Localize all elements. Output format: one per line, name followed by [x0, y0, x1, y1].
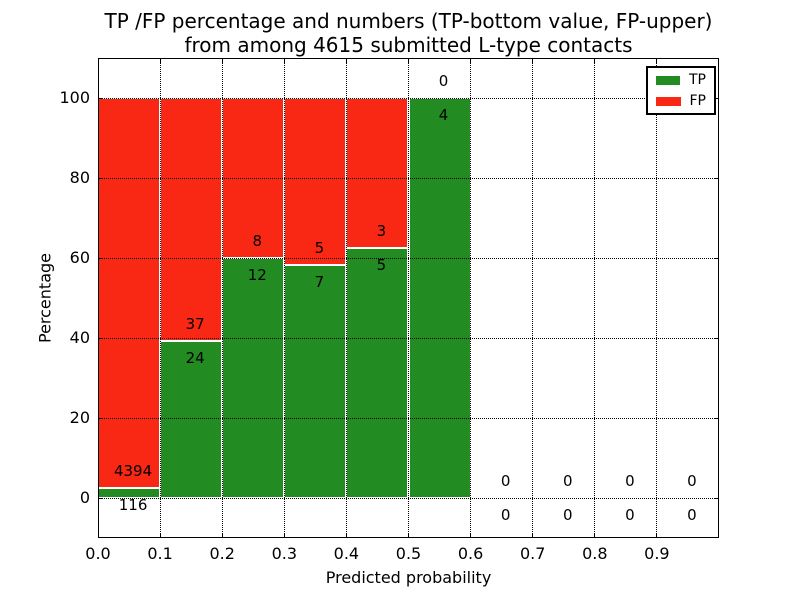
fp-count-label: 5	[314, 238, 325, 257]
x-tick-label: 0.3	[271, 544, 298, 563]
x-tickmark-top	[656, 58, 658, 63]
fp-count-label: 4394	[113, 461, 153, 480]
y-tickmark-left	[98, 337, 103, 339]
y-tick-label: 80	[69, 168, 90, 187]
y-tickmark-left	[98, 257, 103, 259]
x-axis-label: Predicted probability	[325, 568, 492, 587]
chart-title-line2: from among 4615 submitted L-type contact…	[184, 33, 633, 57]
tp-legend-swatch	[656, 75, 680, 85]
x-tickmark-top	[470, 58, 472, 63]
x-tickmark-bottom	[283, 533, 285, 538]
x-tick-label: 0.4	[333, 544, 360, 563]
legend-item-label: TP	[689, 72, 706, 88]
tp-count-label: 0	[500, 506, 511, 524]
y-tickmark-left	[98, 177, 103, 179]
tp-count-label: 0	[687, 506, 697, 524]
bar-tp-segment	[284, 264, 347, 498]
x-tickmark-bottom	[470, 533, 472, 538]
bar-tp-segment	[222, 258, 285, 498]
legend-item-label: FP	[689, 93, 707, 109]
tp-count-label: 5	[376, 256, 387, 274]
bar-fp-segment	[346, 98, 409, 248]
bar-tp-segment	[408, 98, 471, 498]
chart-title: TP /FP percentage and numbers (TP-bottom…	[98, 9, 719, 57]
tp-count-label: 7	[314, 272, 325, 291]
bar-fp-segment	[160, 98, 223, 341]
chart-title-line1: TP /FP percentage and numbers (TP-bottom…	[104, 9, 713, 33]
plot-area: TP FP 4394 116 37 24 8 12 5 7 3 5 0 4 0 0 0 0 0 0 0 0	[97, 58, 719, 538]
fp-count-label: 3	[376, 222, 387, 240]
y-tick-label: 40	[69, 328, 90, 347]
y-tickmark-right	[714, 257, 719, 259]
x-tickmark-top	[97, 58, 99, 63]
tp-count-label: 12	[247, 266, 267, 284]
x-tick-label: 0.1	[147, 544, 173, 563]
y-tick-label: 20	[69, 408, 90, 427]
bar-fp-segment	[98, 98, 161, 488]
x-tick-label: 0.5	[395, 544, 422, 563]
x-tick-label: 0.9	[644, 544, 670, 563]
y-tick-label: 60	[69, 248, 90, 267]
x-tickmark-top	[159, 58, 161, 63]
x-tickmark-bottom	[656, 533, 658, 538]
x-tickmark-top	[283, 58, 285, 63]
x-tickmark-bottom	[532, 533, 534, 538]
fp-count-label: 0	[562, 472, 573, 490]
y-tickmark-right	[714, 337, 719, 339]
x-tickmark-bottom	[97, 533, 99, 538]
x-tickmark-bottom	[345, 533, 347, 538]
x-tickmark-bottom	[221, 533, 223, 538]
tp-count-label: 0	[562, 506, 573, 524]
x-tick-label: 0.0	[85, 544, 111, 563]
y-tickmark-left	[98, 417, 103, 419]
bar-tp-segment	[160, 340, 223, 498]
fp-count-label: 37	[185, 314, 205, 333]
x-tick-label: 0.6	[457, 544, 484, 563]
y-tickmark-right	[714, 177, 719, 179]
vertical-gridline	[532, 58, 534, 538]
vertical-gridline	[594, 58, 596, 538]
fp-count-label: 0	[438, 72, 449, 90]
x-tickmark-top	[221, 58, 223, 63]
bar-fp-segment	[284, 98, 347, 265]
x-tick-label: 0.7	[519, 544, 546, 563]
fp-legend-swatch	[656, 96, 681, 106]
fp-count-label: 0	[625, 472, 635, 490]
fp-count-label: 8	[252, 232, 263, 250]
x-tickmark-top	[594, 58, 596, 63]
bar-tp-segment	[346, 248, 409, 498]
x-tickmark-top	[345, 58, 347, 63]
tp-count-label: 4	[438, 106, 449, 124]
x-tick-label: 0.8	[582, 544, 608, 563]
legend: TP FP	[646, 66, 716, 115]
x-tickmark-top	[532, 58, 534, 63]
x-tickmark-bottom	[594, 533, 596, 538]
x-tickmark-top	[408, 58, 409, 63]
x-tick-label: 0.2	[209, 544, 235, 563]
legend-row: TP	[656, 73, 706, 87]
y-tick-label: 0	[79, 488, 90, 507]
x-tickmark-bottom	[408, 533, 409, 538]
x-tickmark-bottom	[159, 533, 161, 538]
y-tick-label: 100	[59, 88, 90, 107]
y-tickmark-right	[714, 497, 719, 499]
fp-count-label: 0	[500, 472, 511, 490]
legend-row: FP	[656, 94, 706, 108]
y-tickmark-right	[714, 417, 719, 419]
tp-count-label: 116	[118, 495, 148, 514]
y-tickmark-left	[98, 97, 103, 99]
tp-count-label: 24	[185, 348, 205, 367]
fp-count-label: 0	[687, 472, 697, 490]
vertical-gridline	[656, 58, 658, 538]
tp-count-label: 0	[625, 506, 635, 524]
